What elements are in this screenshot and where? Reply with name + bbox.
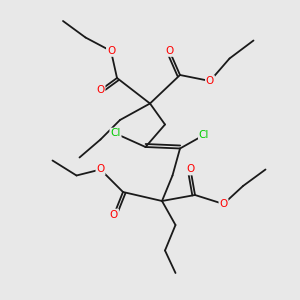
- Text: Cl: Cl: [199, 130, 209, 140]
- Text: O: O: [219, 199, 228, 209]
- Text: O: O: [107, 46, 115, 56]
- Text: O: O: [186, 164, 195, 175]
- Text: O: O: [110, 209, 118, 220]
- Text: O: O: [165, 46, 174, 56]
- Text: O: O: [96, 85, 105, 95]
- Text: O: O: [96, 164, 105, 175]
- Text: Cl: Cl: [110, 128, 121, 139]
- Text: O: O: [206, 76, 214, 86]
